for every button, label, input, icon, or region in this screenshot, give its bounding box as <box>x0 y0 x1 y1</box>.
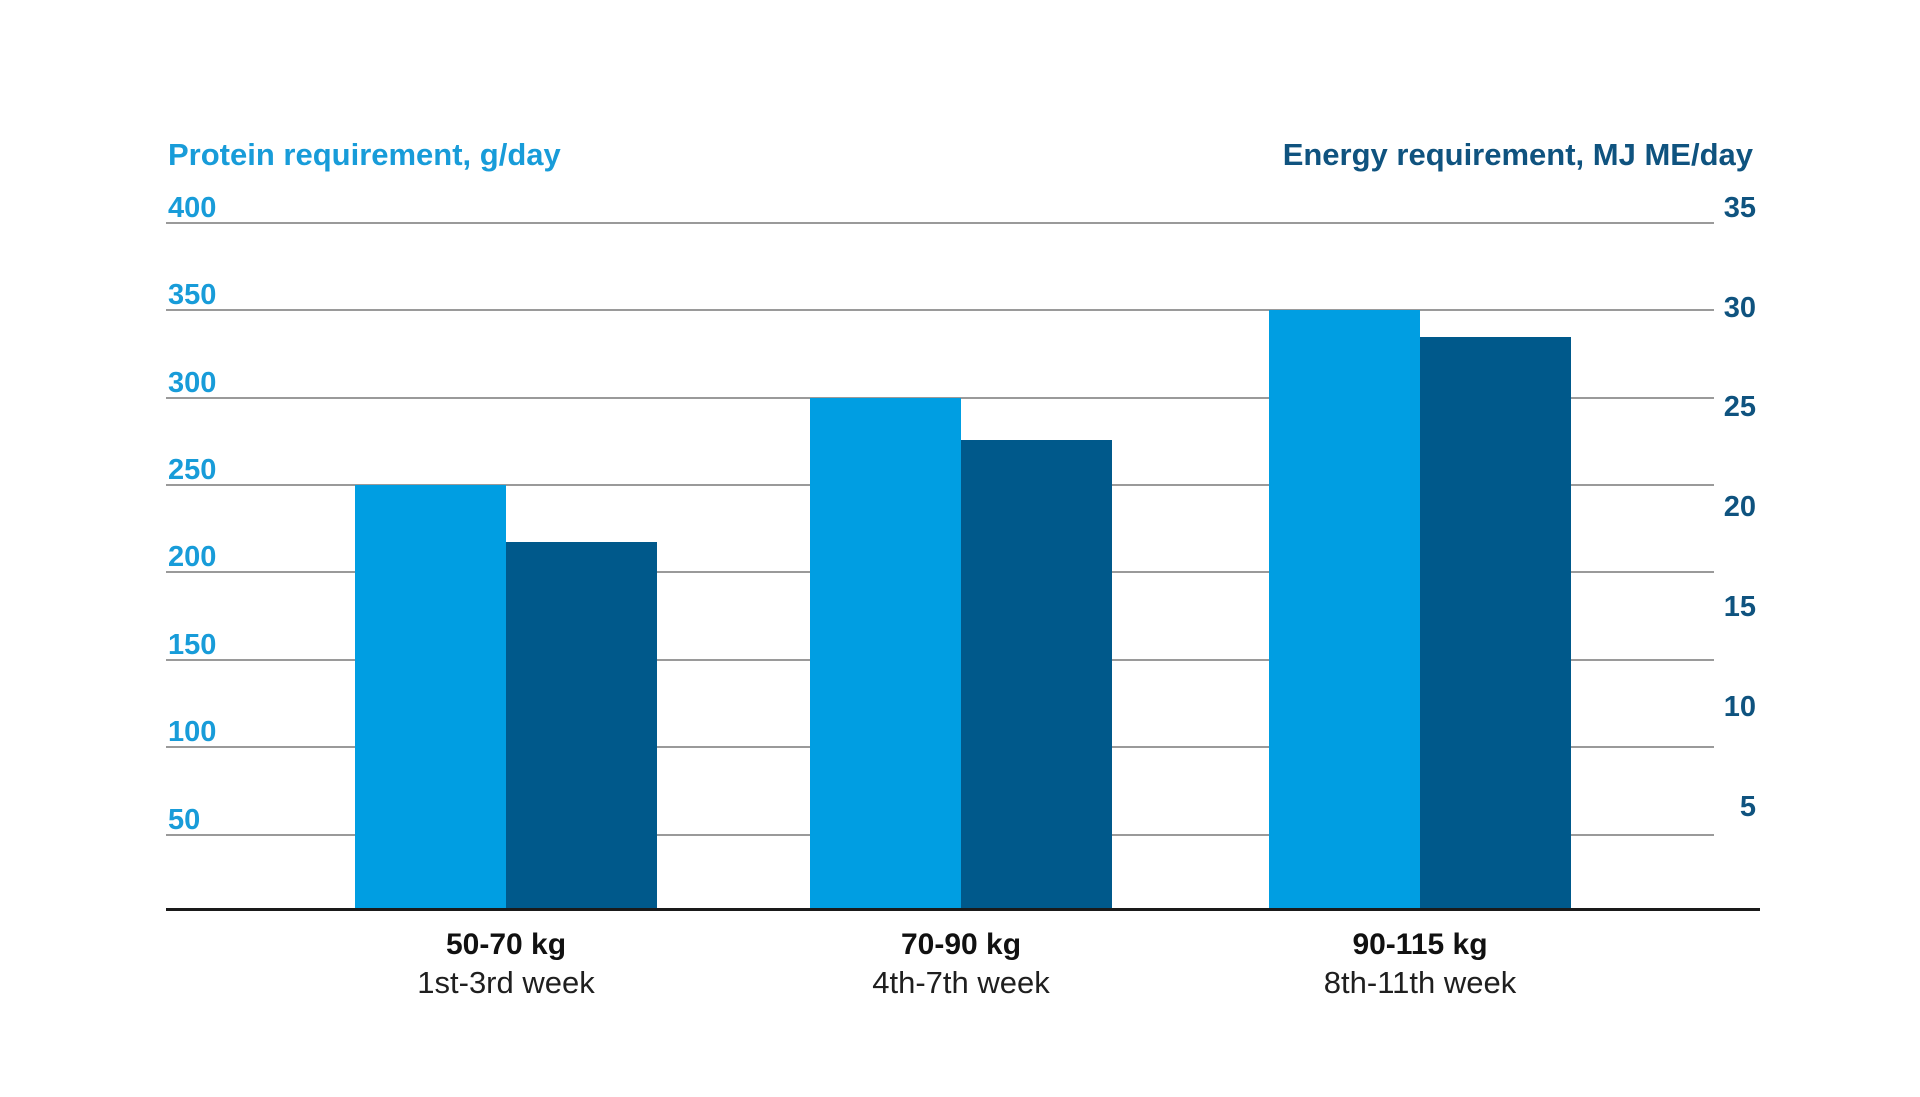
right-axis-tick-label: 30 <box>1723 291 1756 324</box>
left-axis-tick-label: 400 <box>168 191 217 224</box>
right-axis-title: Energy requirement, MJ ME/day <box>1282 137 1753 172</box>
left-axis-tick-label: 200 <box>168 541 217 574</box>
category-weight-label: 70-90 kg <box>900 928 1022 961</box>
right-axis-tick-label: 35 <box>1723 191 1756 224</box>
category-period-label: 8th-11th week <box>1323 965 1517 1000</box>
left-axis-tick-label: 350 <box>168 279 217 312</box>
left-axis-tick-label: 50 <box>168 803 201 836</box>
category-label: 70-90 kg 4th-7th week <box>741 926 1181 1002</box>
left-axis-tick-label: 300 <box>168 366 217 399</box>
right-axis-tick-label: 25 <box>1723 391 1756 424</box>
protein-bar <box>1269 310 1420 911</box>
gridline <box>166 309 1714 312</box>
right-axis-tick-label: 10 <box>1723 691 1756 724</box>
energy-bar <box>1420 336 1571 911</box>
category-period-label: 1st-3rd week <box>417 965 595 1000</box>
right-axis-tick-label: 5 <box>1739 791 1756 824</box>
gridline <box>166 221 1714 224</box>
protein-bar <box>355 484 506 911</box>
left-axis-tick-label: 150 <box>168 628 217 661</box>
category-weight-label: 90-115 kg <box>1352 928 1488 961</box>
x-axis-line <box>166 908 1760 911</box>
category-label: 50-70 kg 1st-3rd week <box>286 926 726 1002</box>
category-label: 90-115 kg 8th-11th week <box>1200 926 1640 1002</box>
category-period-label: 4th-7th week <box>872 965 1050 1000</box>
right-axis-tick-label: 20 <box>1723 491 1756 524</box>
energy-bar <box>961 440 1112 911</box>
right-axis-tick-label: 15 <box>1723 591 1756 624</box>
protein-bar <box>810 397 961 911</box>
left-axis-title: Protein requirement, g/day <box>168 137 561 172</box>
left-axis-tick-label: 250 <box>168 453 217 486</box>
energy-bar <box>506 542 657 911</box>
category-weight-label: 50-70 kg <box>445 928 567 961</box>
left-axis-tick-label: 100 <box>168 716 217 749</box>
